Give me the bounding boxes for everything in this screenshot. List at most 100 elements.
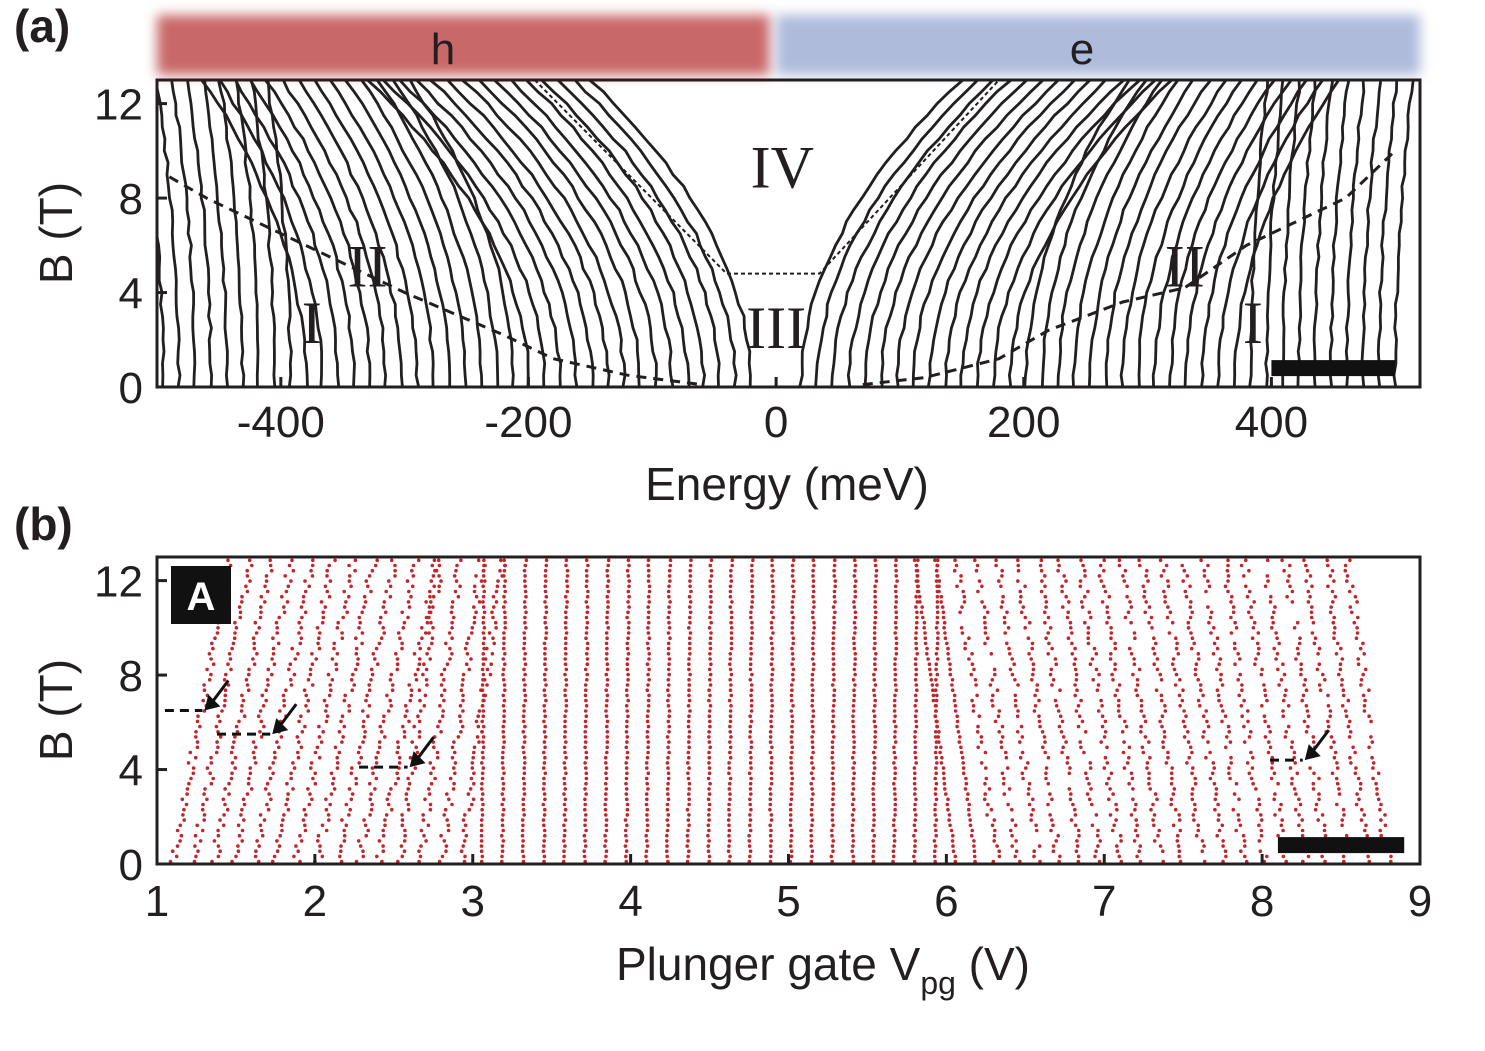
peak-point	[913, 839, 917, 843]
level-line-hole_side	[249, 80, 356, 387]
peak-point	[873, 657, 877, 661]
peak-point	[320, 620, 325, 625]
peak-point	[301, 600, 306, 604]
peak-point	[935, 724, 939, 729]
peak-point	[749, 807, 753, 812]
peak-point	[424, 839, 428, 843]
peak-point	[1152, 839, 1157, 843]
peak-point	[982, 615, 987, 620]
peak-point	[396, 745, 401, 750]
peak-point	[1290, 600, 1295, 604]
peak-point	[921, 615, 925, 620]
peak-point	[852, 807, 856, 812]
peak-point	[1331, 600, 1335, 604]
peak-point	[563, 646, 568, 651]
x-tick-label-b: 3	[461, 877, 485, 926]
peak-point	[627, 594, 631, 599]
peak-point	[1089, 615, 1093, 620]
peak-point	[811, 714, 816, 718]
peak-point	[893, 740, 898, 744]
peak-point	[397, 755, 402, 760]
peak-point	[606, 558, 611, 563]
peak-point	[625, 657, 630, 661]
peak-point	[1119, 839, 1123, 843]
peak-point	[1215, 667, 1219, 672]
peak-point	[583, 761, 587, 765]
peak-point	[220, 709, 224, 713]
peak-point	[970, 652, 974, 656]
peak-point	[1268, 730, 1272, 734]
peak-point	[606, 589, 611, 594]
peak-point	[912, 766, 917, 770]
peak-point	[259, 735, 264, 739]
peak-point	[1212, 781, 1217, 786]
peak-point	[1239, 849, 1243, 853]
peak-point	[450, 626, 454, 630]
peak-point	[708, 605, 712, 609]
peak-point	[1338, 667, 1343, 672]
peak-point	[215, 740, 219, 744]
peak-point	[308, 792, 312, 796]
peak-point	[667, 626, 672, 630]
peak-point	[294, 844, 298, 848]
peak-point	[470, 631, 474, 635]
peak-point	[401, 626, 406, 630]
peak-point	[463, 854, 467, 859]
peak-point	[1018, 740, 1022, 744]
peak-point	[396, 740, 400, 744]
peak-point	[625, 750, 630, 755]
band-h	[157, 15, 770, 75]
peak-point	[1002, 615, 1007, 620]
peak-point	[500, 776, 505, 781]
peak-point	[624, 854, 628, 859]
peak-point	[997, 579, 1001, 583]
peak-point	[770, 646, 775, 651]
peak-point	[378, 724, 383, 729]
peak-point	[769, 755, 774, 760]
peak-point	[709, 568, 714, 573]
peak-point	[893, 828, 897, 833]
peak-point	[1105, 605, 1109, 609]
peak-point	[926, 657, 930, 661]
peak-point	[790, 792, 794, 796]
peak-point	[454, 568, 458, 573]
peak-point	[481, 615, 486, 620]
peak-point	[1374, 781, 1378, 786]
peak-point	[563, 787, 567, 791]
peak-point	[626, 558, 631, 563]
peak-point	[1242, 698, 1246, 703]
peak-point	[1102, 735, 1107, 739]
peak-point	[1019, 594, 1023, 599]
peak-point	[435, 755, 440, 760]
peak-point	[912, 854, 916, 859]
peak-point	[1361, 693, 1366, 698]
peak-point	[1201, 735, 1205, 739]
peak-point	[286, 792, 290, 796]
peak-point	[1013, 854, 1018, 859]
peak-point	[1105, 745, 1109, 750]
peak-point	[1300, 828, 1305, 833]
peak-point	[222, 678, 227, 682]
peak-point	[933, 558, 937, 563]
peak-point	[296, 652, 300, 656]
peak-point	[385, 797, 390, 802]
peak-point	[1046, 755, 1051, 760]
peak-point	[666, 755, 670, 760]
peak-point	[1160, 714, 1165, 718]
peak-point	[853, 563, 858, 568]
peak-point	[750, 600, 754, 604]
peak-point	[264, 574, 269, 578]
peak-point	[645, 781, 649, 786]
peak-point	[189, 776, 193, 781]
peak-point	[501, 797, 506, 802]
peak-point	[1117, 698, 1121, 703]
peak-point	[955, 584, 959, 589]
peak-point	[564, 704, 569, 708]
peak-point	[341, 735, 346, 739]
peak-point	[459, 849, 464, 853]
peak-point	[644, 792, 649, 796]
peak-point	[770, 672, 774, 677]
arrow-head	[409, 751, 426, 768]
